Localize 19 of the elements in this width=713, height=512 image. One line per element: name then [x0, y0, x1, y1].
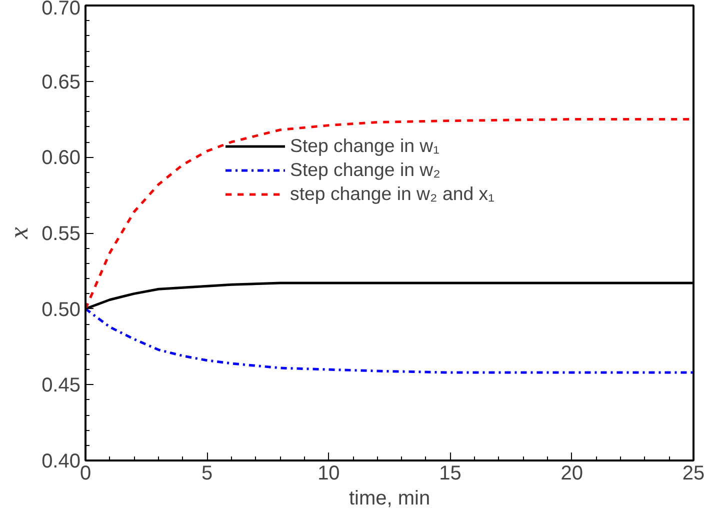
line-series	[86, 308, 694, 374]
y-tick-label: 0.40	[42, 450, 81, 472]
y-tick-label: 0.55	[42, 223, 81, 245]
legend-label: Step change in w₁	[290, 135, 440, 157]
x-tick-label: 25	[682, 462, 705, 484]
legend-label: Step change in w₂	[290, 159, 440, 181]
x-tick-label: 5	[202, 462, 213, 484]
x-tick-label: 0	[80, 462, 92, 484]
x-tick-label: 10	[318, 462, 340, 484]
y-tick-label: 0.50	[42, 298, 81, 321]
y-tick-label: 0.65	[42, 71, 81, 94]
y-tick-label: 0.45	[42, 374, 81, 397]
x-tick-label: 15	[439, 462, 462, 484]
legend-label: step change in w₂ and x₁	[290, 183, 494, 205]
x-tick-label: 20	[560, 462, 584, 484]
y-axis-title: x	[4, 226, 34, 240]
x-axis-title: time, min	[348, 488, 430, 510]
y-tick-label: 0.60	[42, 147, 81, 170]
y-tick-label: 0.70	[42, 0, 81, 20]
